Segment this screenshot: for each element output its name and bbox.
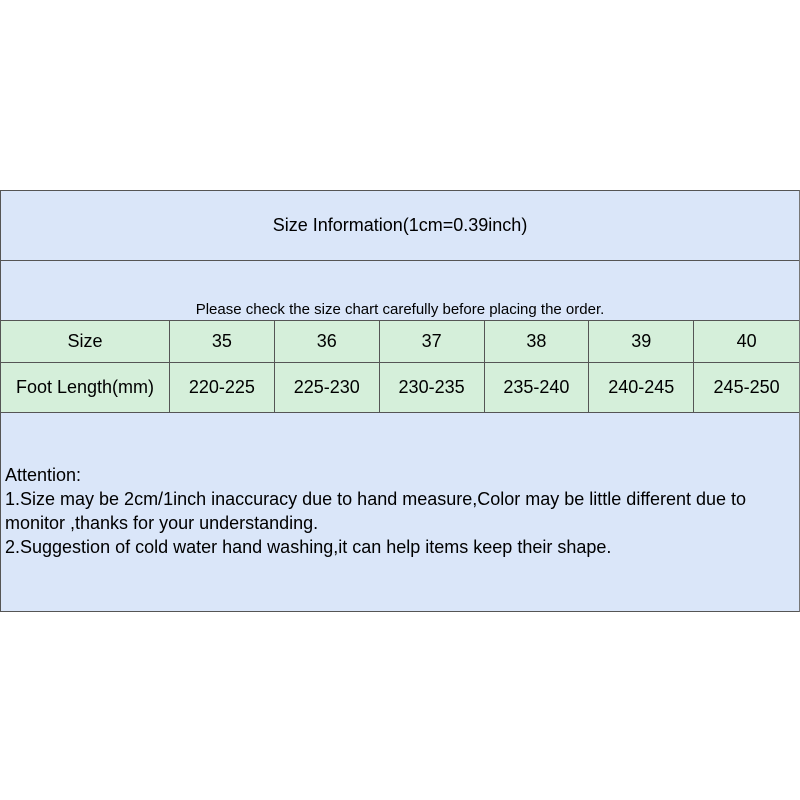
attention-section: Attention: 1.Size may be 2cm/1inch inacc… [1,413,799,611]
length-cell: 225-230 [275,363,380,412]
size-cell: 40 [736,331,757,351]
row-header: Size [1,321,170,362]
size-chart: Size Information(1cm=0.39inch) Please ch… [0,190,800,612]
attention-line: 2.Suggestion of cold water hand washing,… [5,537,612,557]
size-cell: 38 [485,321,590,362]
length-cell: 220-225 [170,363,275,412]
size-cell: 37 [380,321,485,362]
chart-title: Size Information(1cm=0.39inch) [1,191,799,261]
length-cell: 240-245 [589,363,695,412]
size-cell: 39 [589,321,695,362]
size-cell: 35 [170,321,275,362]
order-notice: Please check the size chart carefully be… [1,261,799,321]
attention-line: 1.Size may be 2cm/1inch inaccuracy due t… [5,489,747,533]
size-row: Size 35 36 37 38 39 40 [1,321,799,363]
length-cell: 230-235 [380,363,485,412]
length-cell: 245-250 [713,377,780,397]
foot-length-row: Foot Length(mm) 220-225 225-230 230-235 … [1,363,799,413]
size-cell: 36 [275,321,380,362]
row-header: Foot Length(mm) [1,363,170,412]
attention-heading: Attention: [5,465,82,485]
length-cell: 235-240 [485,363,590,412]
